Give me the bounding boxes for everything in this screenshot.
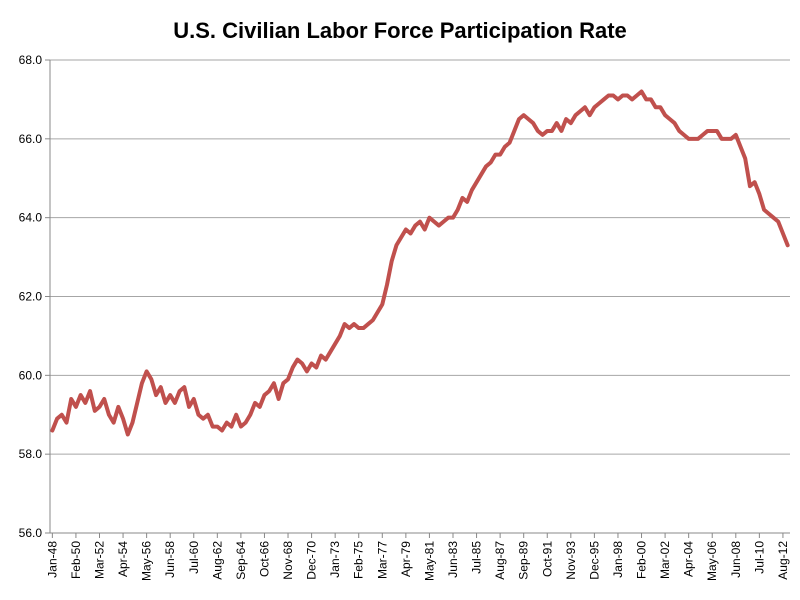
x-tick-label: Aug-62 <box>210 541 224 580</box>
x-tick-label: Jan-48 <box>45 541 59 578</box>
x-tick-label: Jun-08 <box>729 541 743 578</box>
x-tick-label: May-81 <box>422 541 436 581</box>
x-tick-label: Oct-91 <box>540 541 554 577</box>
x-tick-label: Mar-02 <box>658 541 672 579</box>
y-tick-label: 62.0 <box>19 290 43 304</box>
x-tick-label: Mar-52 <box>92 541 106 579</box>
x-tick-label: Feb-00 <box>635 541 649 579</box>
x-tick-label: Jun-83 <box>446 541 460 578</box>
y-tick-label: 60.0 <box>19 368 43 382</box>
x-tick-label: Dec-95 <box>587 541 601 580</box>
x-tick-label: Jul-60 <box>187 541 201 574</box>
y-tick-label: 64.0 <box>19 211 43 225</box>
x-tick-label: Jun-58 <box>163 541 177 578</box>
x-tick-label: May-06 <box>705 541 719 581</box>
y-tick-label: 56.0 <box>19 526 43 540</box>
x-tick-label: Feb-75 <box>352 541 366 579</box>
x-tick-label: Apr-04 <box>682 541 696 577</box>
x-tick-label: Feb-50 <box>69 541 83 579</box>
x-tick-label: Jan-73 <box>328 541 342 578</box>
chart-title: U.S. Civilian Labor Force Participation … <box>173 18 627 43</box>
x-tick-label: Oct-66 <box>257 541 271 577</box>
x-tick-label: Apr-54 <box>116 541 130 577</box>
data-line <box>50 89 790 437</box>
y-tick-label: 58.0 <box>19 447 43 461</box>
x-tick-label: Mar-77 <box>375 541 389 579</box>
x-tick-label: Nov-68 <box>281 541 295 580</box>
x-tick-label: May-56 <box>140 541 154 581</box>
x-tick-label: Jul-10 <box>752 541 766 574</box>
x-tick-label: Aug-87 <box>493 541 507 580</box>
x-tick-label: Sep-89 <box>517 541 531 580</box>
y-tick-label: 68.0 <box>19 53 43 67</box>
x-tick-label: Jul-85 <box>470 541 484 574</box>
x-tick-label: Apr-79 <box>399 541 413 577</box>
x-tick-label: Sep-64 <box>234 541 248 580</box>
x-tick-label: Nov-93 <box>564 541 578 580</box>
y-tick-label: 66.0 <box>19 132 43 146</box>
x-tick-label: Dec-70 <box>305 541 319 580</box>
x-tick-label: Jan-98 <box>611 541 625 578</box>
x-tick-label: Aug-12 <box>776 541 790 580</box>
